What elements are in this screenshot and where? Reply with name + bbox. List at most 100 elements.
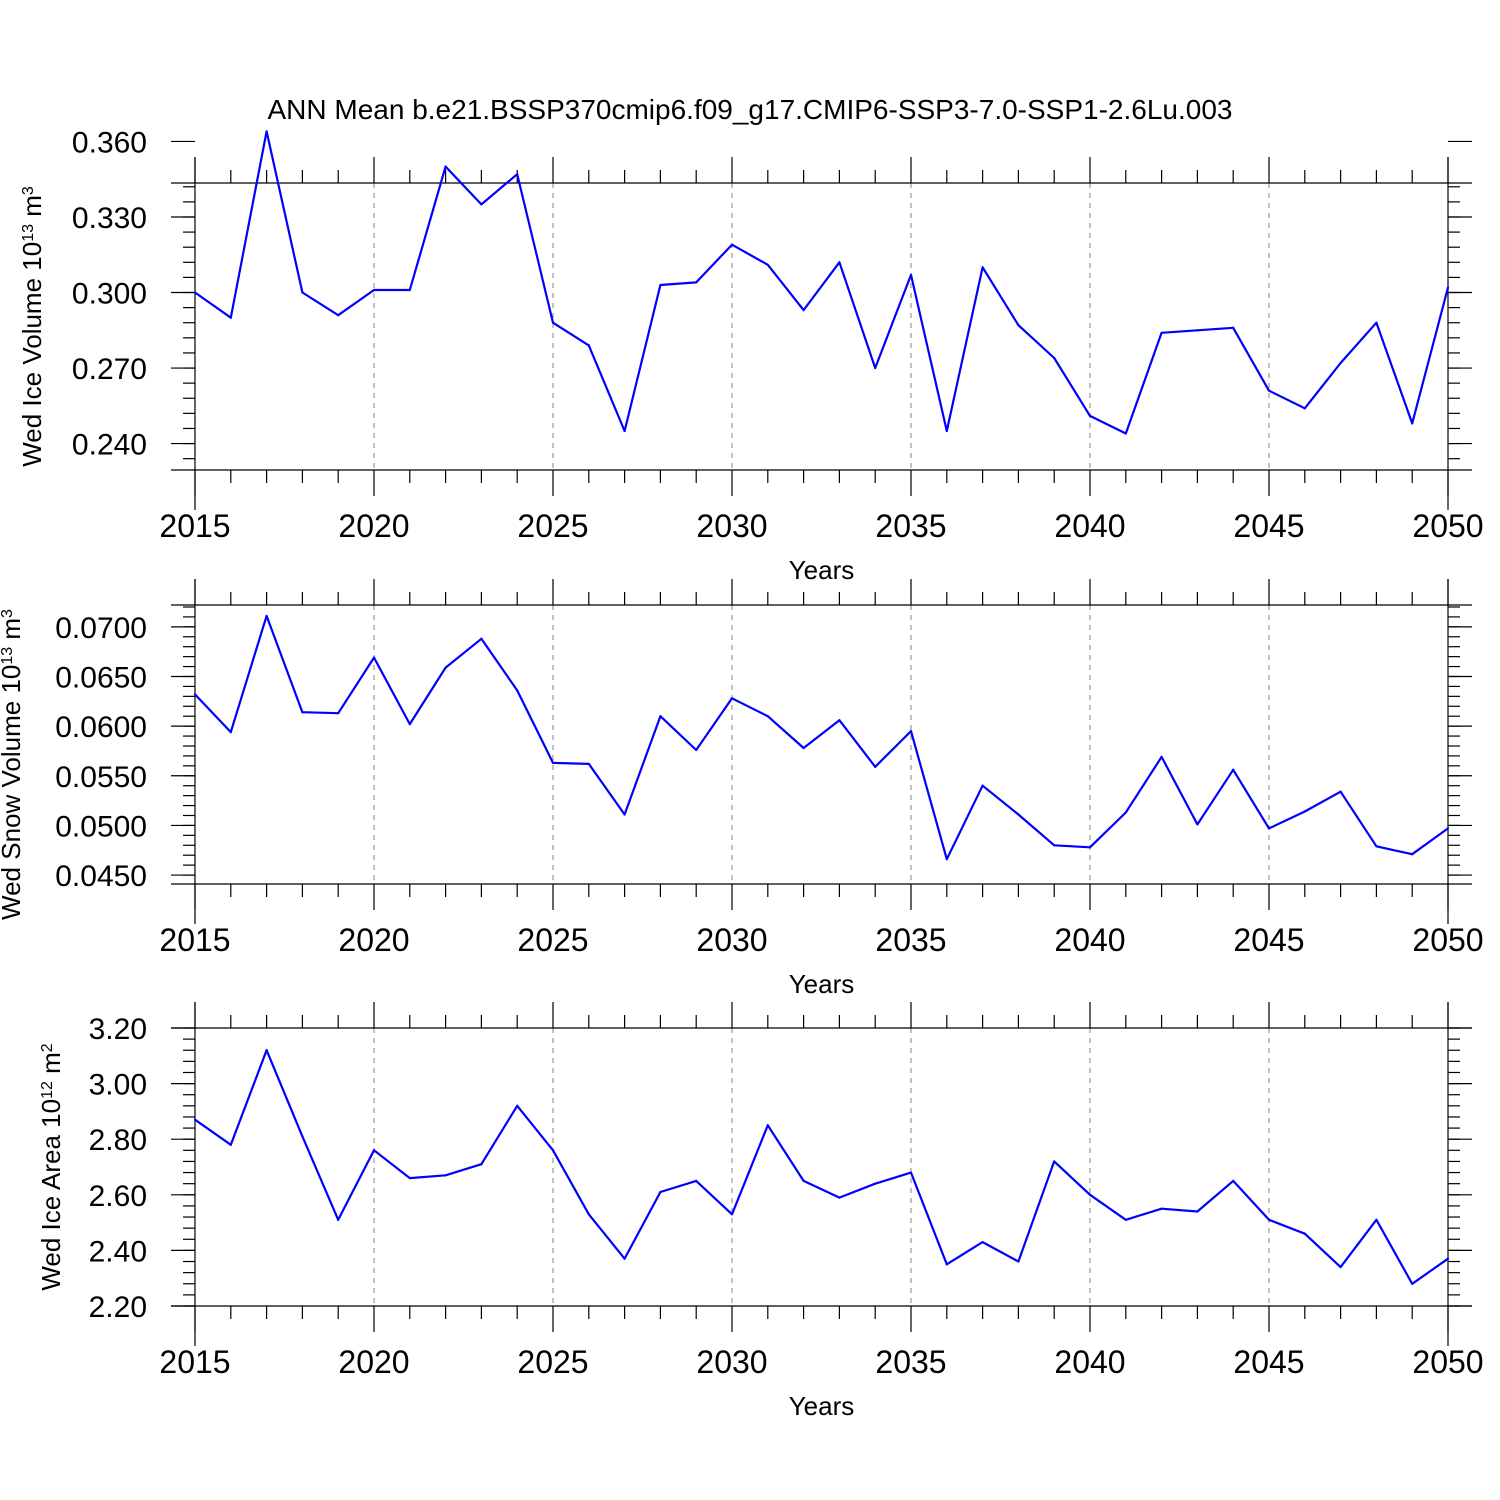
x-axis-label: Years [789,969,855,999]
data-point [730,243,734,246]
data-point [193,1118,197,1121]
data-point [802,309,805,312]
data-point [1375,845,1378,848]
x-axis-label: Years [789,555,855,585]
data-point [265,614,268,618]
data-point [623,1257,626,1260]
data-point [1411,1282,1414,1285]
y-tick-label: 0.330 [72,202,147,235]
data-point [480,203,483,206]
data-point [945,429,948,433]
data-point [1088,414,1092,417]
x-tick-label: 2040 [1054,508,1125,544]
y-tick-label: 0.0700 [55,612,147,645]
data-point [337,712,340,715]
data-point [838,719,841,722]
data-point [1053,844,1056,847]
x-tick-label: 2040 [1054,922,1125,958]
data-point [1267,1218,1271,1221]
data-point [1375,321,1378,324]
data-point [1196,329,1199,332]
x-tick-label: 2025 [517,922,588,958]
data-point [480,1163,483,1166]
panels: 0.240 0.270 0.300 0.330 0.360 2015 2020 2025 203… [0,126,1484,1421]
data-point [909,729,913,733]
data-point [1411,853,1414,856]
series-line [194,130,1450,435]
x-tick-label: 2020 [338,508,409,544]
x-tick-label: 2020 [338,922,409,958]
data-point [730,697,734,700]
y-axis-label: Wed Ice Volume 1013 m3 [17,186,47,467]
data-point [444,666,447,669]
data-point [1339,790,1342,793]
data-point [1160,755,1163,759]
data-point [1303,810,1306,813]
data-point [229,316,232,319]
x-tick-label: 2030 [696,508,767,544]
x-tick-label: 2035 [875,508,946,544]
series-line [194,1049,1449,1285]
data-point [945,858,948,861]
x-tick-label: 2045 [1233,1344,1304,1380]
data-point [1339,361,1342,365]
data-point [480,637,483,640]
data-point [551,321,555,324]
data-point [695,281,698,284]
data-point [1446,1257,1450,1260]
data-point [193,291,197,294]
data-point [372,288,376,292]
data-point [301,711,304,714]
x-tick-label: 2035 [875,1344,946,1380]
data-point [874,1182,877,1185]
data-point [1411,422,1414,425]
data-point [1303,407,1306,410]
x-tick-label: 2015 [159,508,230,544]
data-point [301,291,304,294]
data-point [337,314,340,317]
data-point [695,1179,698,1182]
data-point [1160,331,1163,334]
y-tick-label: 0.300 [72,278,147,311]
y-tick-label: 0.270 [72,353,147,386]
series-line [194,614,1449,861]
x-tick-label: 2015 [159,922,230,958]
y-tick-label: 0.360 [72,126,147,159]
data-point [1232,326,1235,329]
data-point [766,715,769,718]
data-point [623,813,626,816]
x-tick-label: 2015 [159,1344,230,1380]
data-point [587,344,590,347]
data-point [408,723,411,726]
data-point [766,263,769,266]
data-point [1232,1179,1235,1182]
data-point [874,366,877,370]
data-point [838,261,841,264]
data-point [337,1218,340,1221]
data-point [516,689,519,692]
data-point [265,130,268,133]
data-point [1160,1207,1163,1210]
data-point [265,1049,268,1052]
data-point [372,656,376,659]
data-point [730,1213,734,1216]
y-tick-label: 0.0550 [55,761,147,794]
x-tick-label: 2050 [1412,1344,1483,1380]
data-point [551,1149,555,1152]
data-point [193,693,197,696]
data-point [587,1213,590,1216]
panel-3: 2.20 2.40 2.60 2.80 3.00 3.20 2015 2020 2025 2030… [36,1002,1484,1421]
data-point [229,730,232,734]
data-point [874,765,877,768]
panel-2: 0.0450 0.0500 0.0550 0.0600 0.0650 0.0700 2015… [0,579,1484,999]
data-point [516,173,519,176]
data-point [444,165,447,168]
data-point [659,283,662,287]
data-point [372,1149,376,1152]
data-point [1088,1193,1092,1196]
data-point [909,273,913,276]
data-point [408,1177,411,1180]
data-point [766,1124,769,1127]
y-tick-label: 2.80 [89,1124,147,1157]
